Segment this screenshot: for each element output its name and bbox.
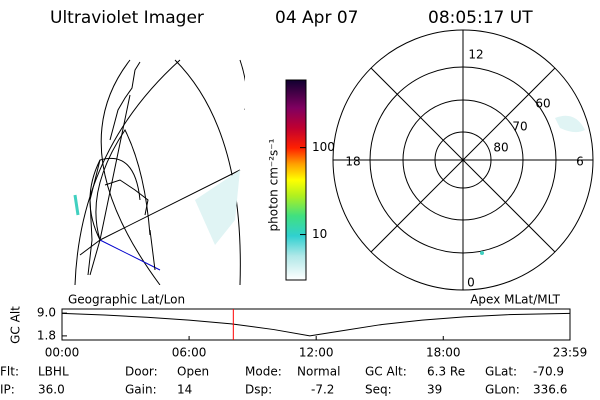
status-value: LBHL: [38, 365, 69, 379]
status-label: GC Alt:: [365, 365, 407, 379]
y-axis-label: GC Alt: [9, 306, 23, 344]
x-tick-label: 23:59: [553, 346, 588, 360]
colorbar-label: photon cm⁻²s⁻¹: [267, 138, 281, 231]
status-label: Mode:: [245, 365, 282, 379]
date: 04 Apr 07: [275, 8, 358, 28]
status-label: GLat:: [485, 365, 517, 379]
polar-grid: [332, 29, 594, 291]
status-value: 39: [427, 383, 442, 397]
mlt-label: 0: [467, 276, 475, 290]
mlt-label: 6: [576, 155, 584, 169]
status-value: 6.3 Re: [427, 365, 465, 379]
status-label: IP:: [0, 383, 15, 397]
colorbar-tick-label: 100: [312, 140, 335, 154]
mlat-label: 80: [493, 141, 508, 155]
status-value: 14: [177, 383, 192, 397]
title: Ultraviolet Imager: [50, 8, 204, 28]
status-value: -7.2: [311, 383, 334, 397]
geo-map: [73, 59, 245, 285]
x-tick-label: 06:00: [172, 346, 207, 360]
status-value: 36.0: [38, 383, 65, 397]
status-label: GLon:: [485, 383, 520, 397]
mlat-label: 70: [512, 120, 527, 134]
status-value: Open: [177, 365, 209, 379]
status-label: Dsp:: [245, 383, 272, 397]
mlt-label: 18: [345, 155, 360, 169]
y-tick-label: 9.0: [37, 306, 56, 320]
status-label: Door:: [125, 365, 158, 379]
x-tick-label: 18:00: [426, 346, 461, 360]
mlat-label: 60: [535, 97, 550, 111]
status-label: Gain:: [125, 383, 157, 397]
y-tick-label: 1.8: [37, 328, 56, 342]
mlt-label: 12: [468, 48, 483, 62]
status-label: Seq:: [365, 383, 392, 397]
status-value: 336.6: [533, 383, 567, 397]
time: 08:05:17 UT: [428, 8, 533, 28]
status-value: Normal: [297, 365, 340, 379]
apex-label: Apex MLat/MLT: [470, 293, 560, 307]
x-tick-label: 12:00: [299, 346, 334, 360]
altitude-line: [61, 312, 571, 337]
status-label: Flt:: [0, 365, 19, 379]
status-value: -70.9: [533, 365, 564, 379]
geo-label: Geographic Lat/Lon: [68, 293, 185, 307]
colorbar-tick-label: 10: [312, 227, 327, 241]
colorbar: [285, 79, 307, 281]
x-tick-label: 00:00: [45, 346, 80, 360]
